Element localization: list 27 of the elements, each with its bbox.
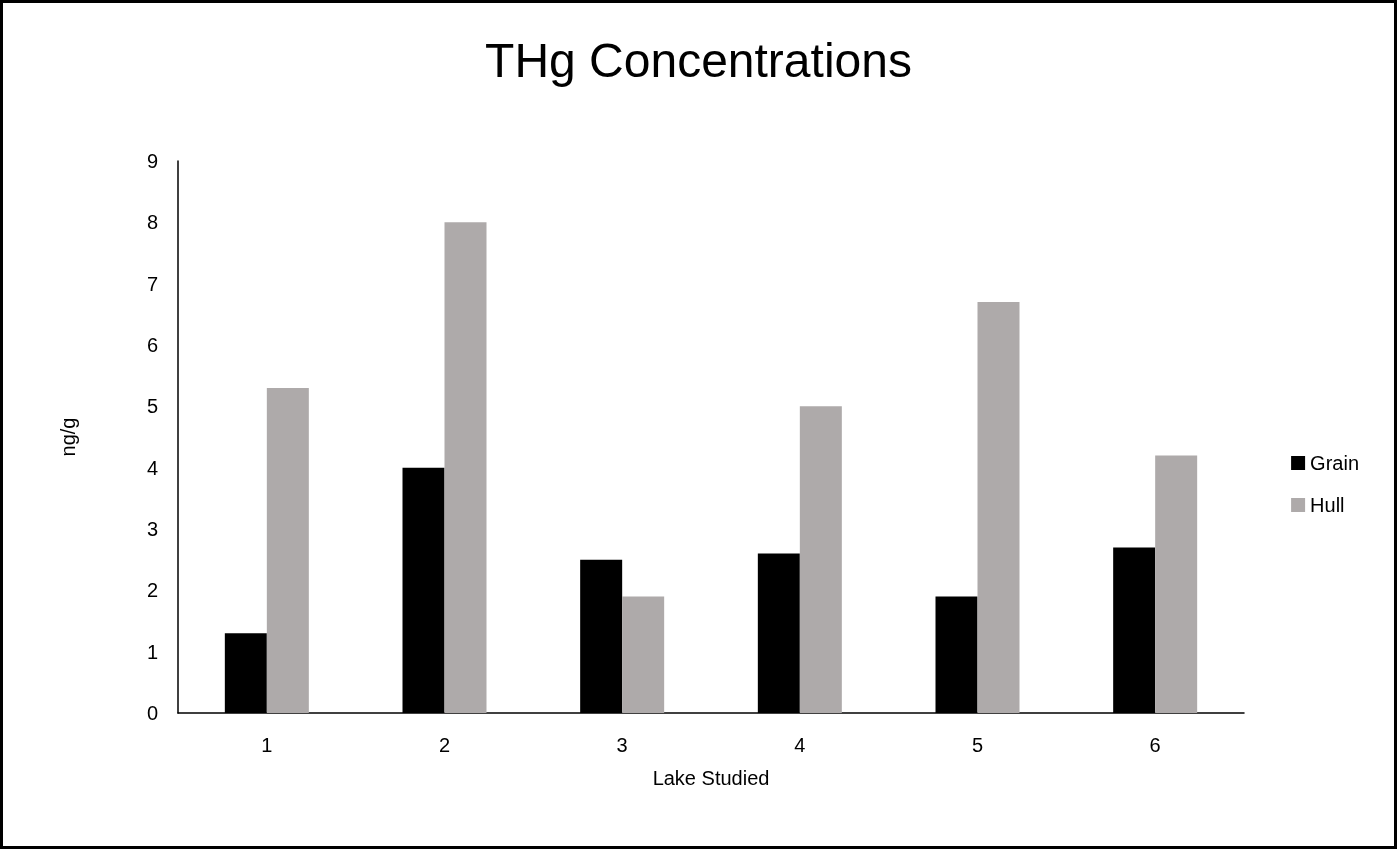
y-tick-label: 5 bbox=[146, 395, 158, 418]
x-tick-label: 4 bbox=[794, 734, 806, 756]
y-tick-label: 7 bbox=[146, 272, 158, 295]
bar bbox=[444, 222, 487, 713]
y-tick-label: 1 bbox=[146, 640, 158, 663]
y-tick-label: 9 bbox=[146, 150, 158, 172]
x-axis-title: Lake Studied bbox=[652, 767, 770, 789]
legend-label: Hull bbox=[1310, 494, 1345, 516]
chart-title: THg Concentrations bbox=[485, 33, 912, 87]
y-tick-label: 2 bbox=[146, 579, 158, 602]
y-tick-label: 4 bbox=[146, 456, 158, 479]
y-tick-label: 0 bbox=[146, 702, 158, 724]
y-axis-title: ng/g bbox=[57, 417, 79, 457]
bar bbox=[1155, 455, 1198, 713]
bar bbox=[977, 302, 1020, 713]
x-tick-label: 5 bbox=[971, 734, 984, 756]
legend-label: Grain bbox=[1310, 452, 1359, 474]
bar bbox=[799, 406, 842, 713]
y-tick-label: 8 bbox=[146, 211, 158, 234]
y-tick-label: 3 bbox=[146, 518, 158, 540]
x-tick-label: 1 bbox=[261, 734, 273, 756]
bar bbox=[622, 596, 665, 713]
y-tick-label: 6 bbox=[146, 334, 158, 356]
bar bbox=[266, 387, 309, 713]
x-tick-label: 6 bbox=[1149, 734, 1161, 756]
x-tick-label: 3 bbox=[616, 734, 628, 756]
x-tick-label: 2 bbox=[438, 734, 451, 756]
